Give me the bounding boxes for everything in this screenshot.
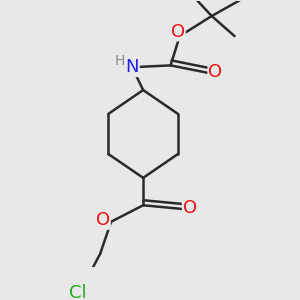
Text: N: N <box>125 58 139 76</box>
Text: H: H <box>114 54 124 68</box>
Text: O: O <box>171 22 185 40</box>
Text: O: O <box>96 211 110 229</box>
Text: O: O <box>183 199 197 217</box>
Text: O: O <box>208 63 222 81</box>
Text: Cl: Cl <box>69 284 87 300</box>
